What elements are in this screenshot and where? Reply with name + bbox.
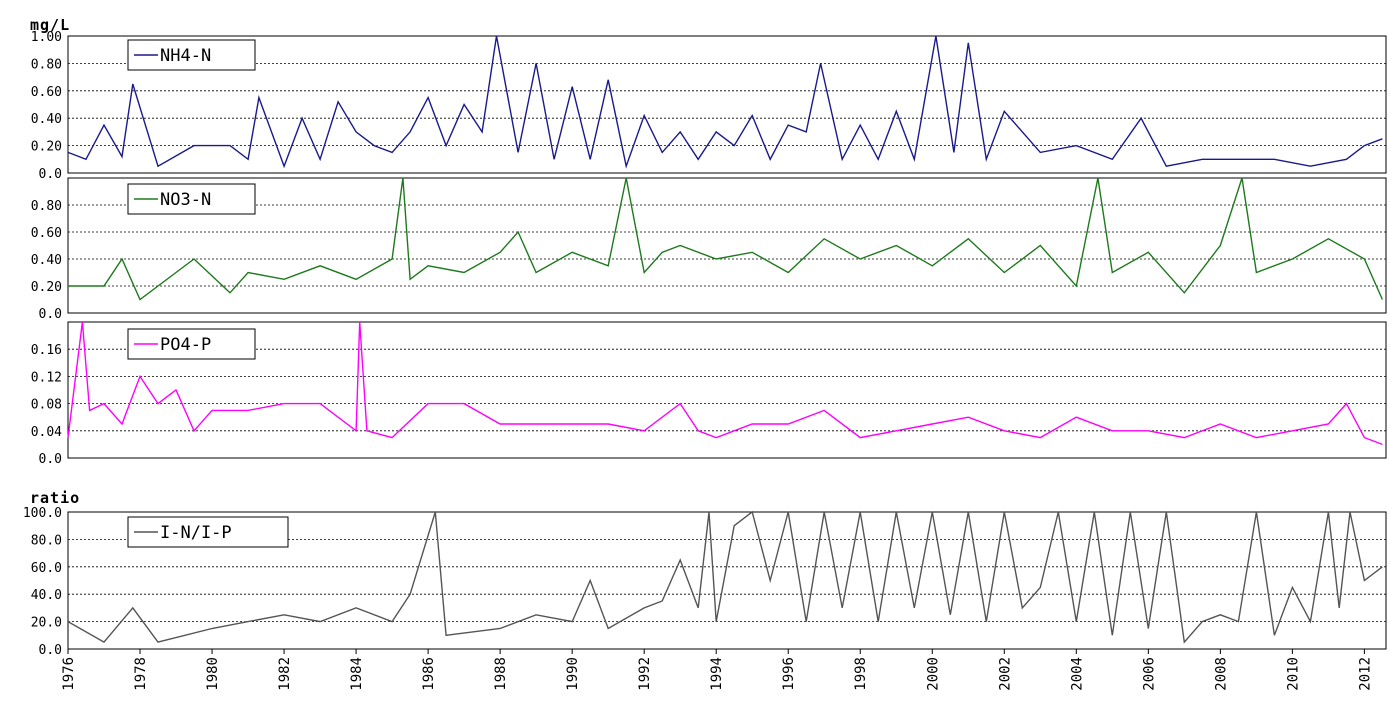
y-tick-label: 0.40 bbox=[31, 253, 62, 268]
x-tick-label: 1994 bbox=[709, 657, 725, 691]
y-tick-label: 0.80 bbox=[31, 199, 62, 214]
unit-label: mg/L bbox=[30, 16, 70, 34]
x-tick-label: 1986 bbox=[421, 657, 437, 691]
y-tick-label: 1.00 bbox=[31, 30, 62, 45]
x-tick-label: 1988 bbox=[493, 657, 509, 691]
legend-label: NO3-N bbox=[160, 190, 211, 210]
x-tick-label: 1998 bbox=[853, 657, 869, 691]
series-line-NH4-N bbox=[67, 35, 1383, 169]
x-tick-label: 1982 bbox=[277, 657, 293, 691]
y-tick-label: 0.60 bbox=[31, 85, 62, 100]
x-tick-label: 1992 bbox=[637, 657, 653, 691]
y-tick-label: 0.60 bbox=[31, 226, 62, 241]
x-tick-label: 1978 bbox=[133, 657, 149, 691]
x-tick-label: 2010 bbox=[1285, 657, 1301, 691]
y-tick-label: 20.0 bbox=[31, 616, 62, 631]
y-tick-label: 0.0 bbox=[39, 167, 62, 182]
y-tick-label: 100.0 bbox=[23, 506, 62, 521]
y-tick-label: 0.0 bbox=[39, 307, 62, 322]
x-tick-label: 2002 bbox=[997, 657, 1013, 691]
y-tick-label: 0.0 bbox=[39, 452, 62, 467]
panel-0: 1.00 0.80 0.60 0.40 0.20 0.0 mg/L NH4-N bbox=[30, 16, 1387, 182]
y-tick-label: 60.0 bbox=[31, 561, 62, 576]
y-tick-label: 80.0 bbox=[31, 533, 62, 548]
y-tick-label: 0.12 bbox=[31, 370, 62, 385]
series-line-I-N/I-P bbox=[67, 510, 1383, 644]
plot-frame bbox=[67, 35, 1387, 174]
legend-label: I-N/I-P bbox=[160, 523, 232, 543]
x-tick-label: 1996 bbox=[781, 657, 797, 691]
y-tick-label: 40.0 bbox=[31, 588, 62, 603]
legend-label: NH4-N bbox=[160, 46, 211, 66]
y-tick-label: 0.04 bbox=[31, 425, 62, 440]
y-tick-label: 0.40 bbox=[31, 112, 62, 127]
panel-2: 0.16 0.12 0.08 0.04 0.0 PO4-P bbox=[31, 321, 1387, 467]
x-tick-label: 1990 bbox=[565, 657, 581, 691]
x-tick-label: 1976 bbox=[61, 657, 77, 691]
y-tick-label: 0.08 bbox=[31, 398, 62, 413]
panel-1: 0.80 0.60 0.40 0.20 0.0 NO3-N bbox=[31, 177, 1387, 322]
x-tick-label: 2000 bbox=[925, 657, 941, 691]
series-line-PO4-P bbox=[67, 321, 1383, 446]
series-line-NO3-N bbox=[68, 177, 1384, 301]
unit-label: ratio bbox=[30, 489, 80, 507]
y-tick-label: 0.0 bbox=[39, 643, 62, 658]
legend-label: PO4-P bbox=[160, 335, 211, 355]
plot-frame bbox=[67, 177, 1387, 314]
x-tick-label: 2006 bbox=[1141, 657, 1157, 691]
x-tick-label: 1980 bbox=[205, 657, 221, 691]
y-tick-label: 0.80 bbox=[31, 57, 62, 72]
panel-3: 100.0 80.0 60.0 40.0 20.0 0.0 ratio I-N/I-P bbox=[23, 489, 1387, 658]
y-tick-label: 0.20 bbox=[31, 280, 62, 295]
plot-frame bbox=[67, 321, 1387, 459]
x-tick-label: 2008 bbox=[1213, 657, 1229, 691]
x-tick-label: 2012 bbox=[1357, 657, 1373, 691]
y-tick-label: 0.16 bbox=[31, 343, 62, 358]
x-tick-label: 1984 bbox=[349, 657, 365, 691]
y-tick-label: 0.20 bbox=[31, 140, 62, 155]
x-tick-label: 2004 bbox=[1069, 657, 1085, 691]
